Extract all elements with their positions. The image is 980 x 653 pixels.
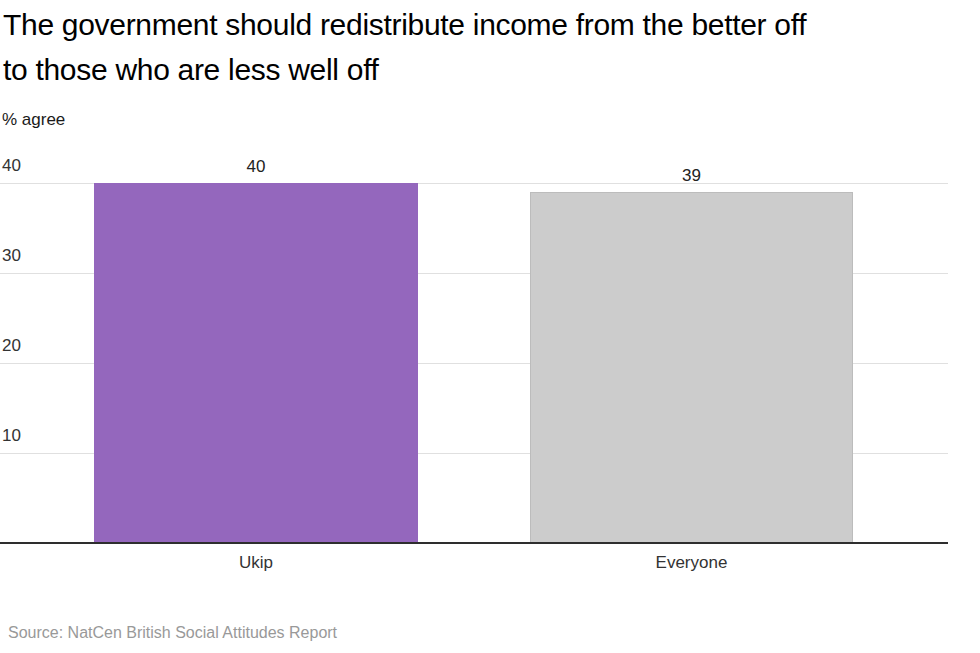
bar-group-ukip: 40: [94, 157, 418, 543]
bar-value-label-everyone: 39: [682, 166, 701, 186]
y-tick-label: 10: [2, 426, 21, 446]
bar-group-everyone: 39: [530, 166, 853, 543]
y-tick-label: 30: [2, 246, 21, 266]
bar-value-label-ukip: 40: [247, 157, 266, 177]
source-text: Source: NatCen British Social Attitudes …: [8, 623, 337, 643]
plot-area: 10 20 30 40 40 39 Ukip Everyone: [0, 0, 980, 653]
y-tick-label: 40: [2, 156, 21, 176]
y-tick-label: 20: [2, 336, 21, 356]
bar-ukip: [94, 183, 418, 543]
x-axis-line: [0, 542, 948, 544]
category-label-everyone: Everyone: [530, 552, 853, 574]
category-label-ukip: Ukip: [94, 552, 418, 574]
bar-everyone: [530, 192, 853, 543]
chart-page: The government should redistribute incom…: [0, 0, 980, 653]
